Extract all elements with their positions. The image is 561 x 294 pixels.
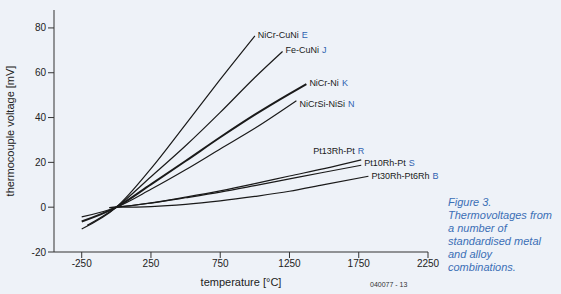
svg-text:Pt30Rh-Pt6RhB: Pt30Rh-Pt6RhB	[371, 171, 438, 181]
svg-text:thermocouple voltage [mV]: thermocouple voltage [mV]	[8, 66, 16, 197]
svg-text:250: 250	[143, 258, 160, 269]
svg-text:0: 0	[40, 202, 46, 213]
html-text:040077 - 13: 040077 - 13	[370, 281, 408, 288]
svg-text:Pt13Rh-PtR: Pt13Rh-PtR	[313, 146, 365, 156]
svg-text:2250: 2250	[417, 258, 440, 269]
svg-text:NiCrSi-NiSiN: NiCrSi-NiSiN	[299, 99, 354, 109]
svg-text:20: 20	[35, 157, 47, 168]
svg-text:NiCr-NiK: NiCr-NiK	[309, 78, 348, 88]
svg-text:750: 750	[212, 258, 229, 269]
svg-text:-20: -20	[32, 247, 47, 258]
html-text:Figure 3. Thermovoltages from: Figure 3. Thermovoltages from a number o…	[448, 196, 552, 273]
svg-text:80: 80	[35, 22, 47, 33]
svg-text:Pt10Rh-PtS: Pt10Rh-PtS	[364, 158, 415, 168]
svg-text:NiCr-CuNiE: NiCr-CuNiE	[258, 30, 308, 40]
svg-text:temperature [°C]: temperature [°C]	[201, 276, 282, 288]
svg-text:40: 40	[35, 112, 47, 123]
svg-text:1250: 1250	[278, 258, 301, 269]
svg-text:1750: 1750	[348, 258, 371, 269]
svg-text:Fe-CuNiJ: Fe-CuNiJ	[286, 45, 327, 55]
svg-text:60: 60	[35, 67, 47, 78]
svg-text:-250: -250	[72, 258, 92, 269]
